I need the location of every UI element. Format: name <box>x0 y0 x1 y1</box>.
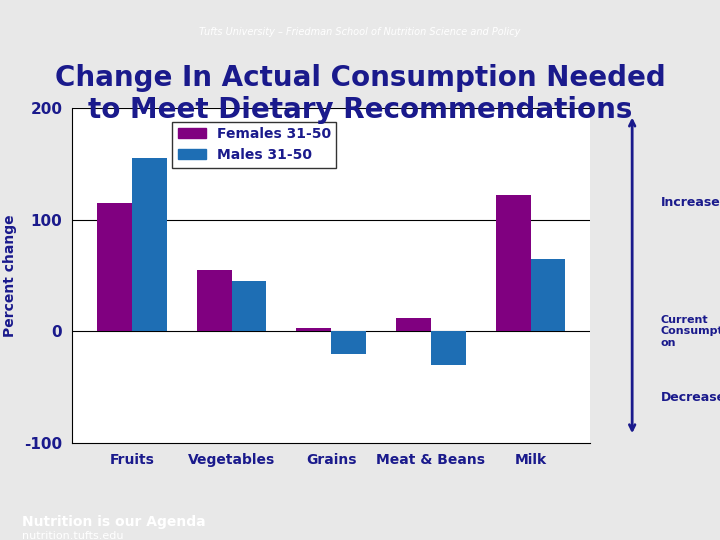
Text: Current
Consumpti
on: Current Consumpti on <box>661 315 720 348</box>
Bar <box>331 331 366 354</box>
Bar <box>197 270 232 331</box>
Y-axis label: Percent change: Percent change <box>3 214 17 337</box>
Bar <box>431 331 466 364</box>
Bar <box>297 328 331 331</box>
Legend: Females 31-50, Males 31-50: Females 31-50, Males 31-50 <box>172 122 336 168</box>
Text: to Meet Dietary Recommendations: to Meet Dietary Recommendations <box>88 96 632 124</box>
Bar <box>97 203 132 331</box>
Bar <box>396 318 431 331</box>
Text: Nutrition is our Agenda: Nutrition is our Agenda <box>22 515 205 529</box>
Bar <box>495 195 531 331</box>
Bar <box>232 281 266 331</box>
Bar <box>132 158 167 331</box>
Text: Increases: Increases <box>661 197 720 210</box>
Text: Tufts University – Friedman School of Nutrition Science and Policy: Tufts University – Friedman School of Nu… <box>199 28 521 37</box>
Bar <box>531 259 565 331</box>
Text: Decreases: Decreases <box>661 390 720 403</box>
Text: nutrition.tufts.edu: nutrition.tufts.edu <box>22 530 123 540</box>
Text: Change In Actual Consumption Needed: Change In Actual Consumption Needed <box>55 64 665 92</box>
